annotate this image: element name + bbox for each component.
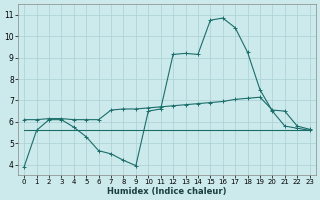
X-axis label: Humidex (Indice chaleur): Humidex (Indice chaleur) xyxy=(107,187,227,196)
